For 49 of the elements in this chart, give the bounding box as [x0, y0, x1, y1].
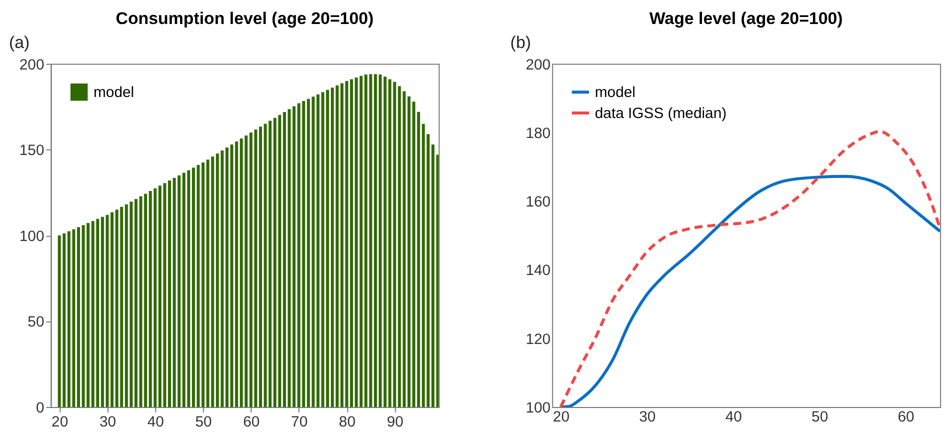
x-tick-label: 90 — [386, 413, 404, 430]
bar — [202, 162, 205, 408]
bar — [77, 227, 80, 408]
y-tick-label: 120 — [526, 330, 551, 348]
x-tick-label: 40 — [725, 408, 742, 426]
bar — [282, 112, 286, 408]
x-tick-label: 50 — [812, 408, 828, 426]
bar — [374, 74, 377, 408]
bar — [110, 212, 114, 408]
y-tick-label: 150 — [19, 142, 44, 160]
bar — [192, 168, 195, 408]
bar — [259, 126, 262, 408]
x-tick-label: 20 — [52, 413, 68, 430]
x-tick-label: 80 — [338, 413, 356, 430]
bar — [100, 216, 104, 408]
bar — [225, 148, 228, 408]
bar — [292, 106, 296, 408]
text: (b) — [510, 32, 531, 52]
legend-label: model — [94, 84, 134, 102]
x-tick-label: 30 — [639, 408, 656, 426]
x-tick-label: 60 — [243, 413, 260, 430]
chart-title: Wage level (age 20=100) — [649, 9, 843, 28]
y-tick-label: 100 — [526, 399, 551, 416]
bar — [316, 94, 320, 408]
bar — [168, 180, 172, 408]
chart-title: Consumption level (age 20=100) — [116, 9, 374, 28]
legend-label: model — [594, 84, 636, 102]
text: (a) — [8, 32, 30, 52]
bar — [134, 199, 138, 408]
bar — [350, 79, 354, 408]
legend-label: data IGSS (median) — [594, 105, 727, 122]
y-tick-label: 140 — [526, 262, 551, 280]
x-tick-label: 50 — [195, 413, 212, 430]
y-tick-label: 200 — [19, 56, 44, 74]
x-tick-label: 70 — [291, 413, 308, 430]
x-tick-label: 60 — [898, 408, 914, 426]
line-series — [559, 130, 940, 408]
y-tick-label: 200 — [526, 56, 551, 74]
bar — [384, 76, 387, 408]
y-tick-label: 180 — [526, 124, 551, 142]
y-tick-label: 100 — [19, 228, 44, 245]
x-tick-label: 40 — [147, 413, 164, 430]
x-tick-label: 30 — [99, 413, 116, 430]
bar — [431, 144, 434, 408]
y-tick-label: 0 — [36, 399, 44, 416]
x-tick-label: 20 — [552, 408, 570, 426]
y-tick-label: 50 — [28, 314, 44, 331]
bar — [408, 96, 410, 408]
y-tick-label: 160 — [526, 194, 551, 211]
